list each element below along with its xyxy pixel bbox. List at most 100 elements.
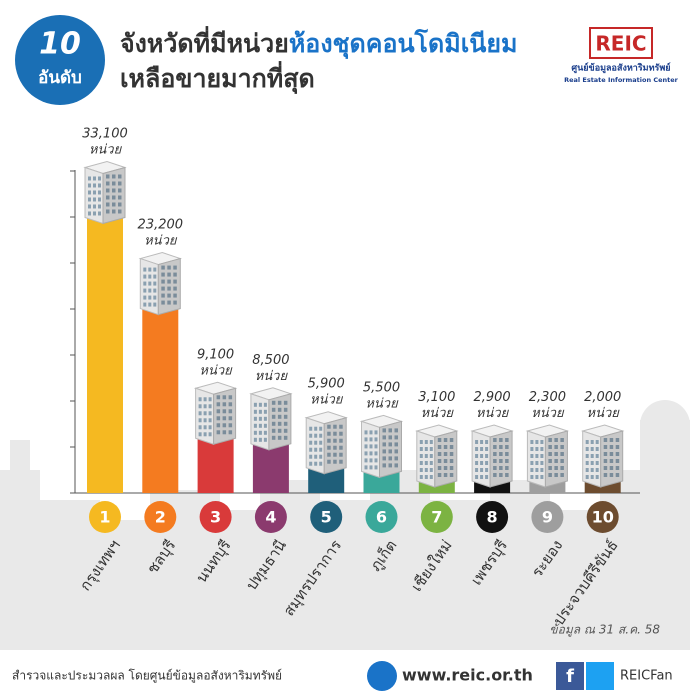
value-label: 2,300 หน่วย xyxy=(529,390,566,421)
window xyxy=(535,454,539,458)
window xyxy=(615,459,620,463)
window xyxy=(449,459,454,463)
window xyxy=(364,437,368,442)
window xyxy=(603,466,608,470)
window xyxy=(319,440,323,445)
window xyxy=(228,430,233,435)
value-label-line: 3,100 xyxy=(418,390,455,405)
window xyxy=(499,473,503,477)
window xyxy=(480,447,484,451)
window xyxy=(314,426,318,431)
window xyxy=(271,435,276,440)
rank-circle xyxy=(586,501,619,533)
window xyxy=(388,456,392,461)
rank-number: 5 xyxy=(321,508,332,527)
window xyxy=(319,461,323,466)
window xyxy=(271,421,276,426)
facebook-icon[interactable] xyxy=(556,662,584,690)
footer-social[interactable]: REICFan xyxy=(620,669,673,684)
window xyxy=(369,465,373,470)
window xyxy=(443,452,448,456)
window xyxy=(327,431,331,436)
window xyxy=(228,409,233,414)
window xyxy=(535,447,539,451)
window xyxy=(333,438,337,443)
window xyxy=(449,466,454,470)
window xyxy=(339,438,343,443)
badge-number: 10 xyxy=(39,27,81,62)
window xyxy=(208,432,212,437)
window xyxy=(485,447,489,451)
chart-title-line2: เหลือขายมากที่สุด xyxy=(120,61,315,95)
window xyxy=(419,440,423,444)
window xyxy=(333,445,337,450)
window xyxy=(429,440,433,444)
footer-website[interactable]: www.reic.or.th xyxy=(402,666,533,685)
building-icon xyxy=(359,414,404,479)
window xyxy=(118,202,122,207)
window xyxy=(106,202,110,207)
window xyxy=(499,445,503,449)
window xyxy=(88,204,91,209)
value-label-line: 9,100 xyxy=(197,347,234,362)
window xyxy=(374,430,378,435)
window xyxy=(258,409,262,414)
window xyxy=(560,438,564,442)
building-icon xyxy=(83,160,127,225)
window xyxy=(309,461,313,466)
window xyxy=(493,452,497,456)
window xyxy=(548,473,552,477)
window xyxy=(388,463,392,468)
value-label-line: หน่วย xyxy=(199,363,233,378)
window xyxy=(424,440,428,444)
window xyxy=(429,447,433,451)
window xyxy=(475,454,479,458)
window xyxy=(333,424,337,429)
window xyxy=(148,288,152,293)
window xyxy=(173,279,177,284)
window xyxy=(485,475,489,479)
rank-circle xyxy=(254,501,287,533)
window xyxy=(258,402,262,407)
window xyxy=(148,274,152,279)
value-label-line: 2,900 xyxy=(473,390,510,405)
window xyxy=(364,465,368,470)
rank-number: 8 xyxy=(487,508,498,527)
value-label-line: 2,000 xyxy=(584,390,621,405)
window xyxy=(388,442,392,447)
window xyxy=(222,402,227,407)
window xyxy=(143,302,147,307)
twitter-icon[interactable] xyxy=(586,662,614,690)
rank-circle xyxy=(144,501,177,533)
value-label-line: 5,900 xyxy=(308,376,345,391)
window xyxy=(485,454,489,458)
window xyxy=(424,447,428,451)
window xyxy=(277,428,282,433)
window xyxy=(98,204,101,209)
window xyxy=(148,267,152,272)
window xyxy=(609,445,614,449)
window xyxy=(590,475,594,479)
window xyxy=(585,475,589,479)
chart-title: จังหวัดที่มีหน่วยห้องชุดคอนโดมิเนียม xyxy=(120,26,517,60)
window xyxy=(277,421,282,426)
window xyxy=(609,438,614,442)
window xyxy=(449,438,454,442)
window xyxy=(374,437,378,442)
window xyxy=(263,409,267,414)
rank-number: 7 xyxy=(431,508,442,527)
facebook-f: f xyxy=(566,666,574,687)
window xyxy=(609,452,614,456)
title-prefix: จังหวัดที่มีหน่วย xyxy=(120,26,289,58)
window xyxy=(271,414,276,419)
value-label: 5,500 หน่วย xyxy=(363,380,400,411)
window xyxy=(222,416,227,421)
window xyxy=(554,445,558,449)
window xyxy=(216,416,221,421)
rank-number: 2 xyxy=(155,508,166,527)
window xyxy=(112,202,116,207)
window xyxy=(394,449,398,454)
window xyxy=(548,445,552,449)
window xyxy=(480,461,484,465)
window xyxy=(585,454,589,458)
